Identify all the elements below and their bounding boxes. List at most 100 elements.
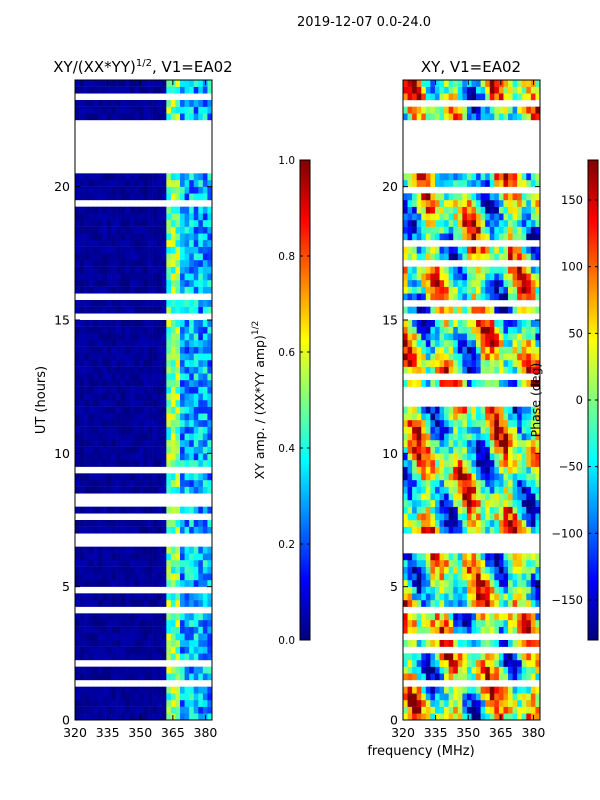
heatmap-cell xyxy=(521,713,527,721)
heatmap-cell xyxy=(466,333,472,341)
heatmap-cell xyxy=(407,706,413,714)
heatmap-cell xyxy=(202,266,208,274)
heatmap-cell xyxy=(457,566,463,574)
heatmap-cell xyxy=(403,486,408,494)
heatmap-cell xyxy=(111,406,117,414)
heatmap-cell xyxy=(84,706,89,714)
heatmap-cell xyxy=(106,360,112,367)
heatmap-cell xyxy=(75,426,80,434)
heatmap-cell xyxy=(430,706,436,714)
heatmap-cell xyxy=(471,460,477,467)
heatmap-cell xyxy=(93,646,99,654)
heatmap-cell xyxy=(198,633,204,641)
heatmap-cell xyxy=(161,273,167,281)
heatmap-cell xyxy=(125,686,131,694)
heatmap-cell xyxy=(412,413,417,421)
heatmap-cell xyxy=(434,506,440,514)
heatmap-cell xyxy=(503,266,509,274)
heatmap-cell xyxy=(416,286,422,294)
heatmap-cell xyxy=(75,220,80,227)
heatmap-cell xyxy=(129,393,135,401)
heatmap-cell xyxy=(480,500,486,507)
heatmap-cell xyxy=(138,226,144,234)
heatmap-cell xyxy=(143,346,149,354)
heatmap-cell xyxy=(471,426,477,434)
heatmap-cell xyxy=(175,306,181,314)
heatmap-cell xyxy=(434,340,440,347)
heatmap-cell xyxy=(453,626,459,634)
heatmap-cell xyxy=(129,260,135,267)
heatmap-cell xyxy=(134,600,140,607)
heatmap-cell xyxy=(184,673,190,681)
heatmap-cell xyxy=(157,653,163,661)
heatmap-cell xyxy=(412,613,417,621)
heatmap-cell xyxy=(498,666,504,674)
heatmap-cell xyxy=(129,333,135,341)
heatmap-cell xyxy=(157,673,163,681)
heatmap-cell xyxy=(462,226,468,234)
heatmap-cell xyxy=(125,473,131,481)
heatmap-cell xyxy=(407,106,413,114)
heatmap-cell xyxy=(434,273,440,281)
heatmap-cell xyxy=(489,286,495,294)
heatmap-cell xyxy=(166,400,172,407)
heatmap-cell xyxy=(494,226,500,234)
x-tick-label: 350 xyxy=(456,725,480,740)
heatmap-cell xyxy=(521,686,527,694)
heatmap-cell xyxy=(138,506,144,514)
heatmap-cell xyxy=(102,393,108,401)
heatmap-cell xyxy=(88,280,94,287)
heatmap-cell xyxy=(480,493,486,501)
heatmap-cell xyxy=(457,86,463,94)
heatmap-cell xyxy=(198,193,204,201)
heatmap-cell xyxy=(494,440,500,447)
heatmap-cell xyxy=(485,573,491,581)
heatmap-cell xyxy=(530,206,536,214)
heatmap-cell xyxy=(503,200,509,207)
heatmap-cell xyxy=(407,713,413,721)
heatmap-cell xyxy=(198,406,204,414)
heatmap-cell xyxy=(430,466,436,474)
heatmap-cell xyxy=(430,520,436,527)
heatmap-cell xyxy=(434,526,440,534)
heatmap-cell xyxy=(134,233,140,241)
heatmap-cell xyxy=(439,513,445,521)
heatmap-cell xyxy=(444,406,449,414)
heatmap-cell xyxy=(180,653,185,661)
heatmap-cell xyxy=(466,266,472,274)
phase-colorbar-tick-label: 50 xyxy=(568,326,583,340)
heatmap-cell xyxy=(207,253,213,261)
heatmap-cell xyxy=(102,580,108,587)
heatmap-cell xyxy=(512,333,518,341)
heatmap-cell xyxy=(102,460,108,467)
heatmap-cell xyxy=(106,173,112,181)
heatmap-cell xyxy=(193,253,199,261)
heatmap-cell xyxy=(180,206,185,214)
heatmap-cell xyxy=(444,333,449,341)
heatmap-cell xyxy=(508,573,513,581)
heatmap-cell xyxy=(476,693,481,701)
heatmap-cell xyxy=(485,513,491,521)
heatmap-cell xyxy=(512,706,518,714)
heatmap-cell xyxy=(508,500,513,507)
heatmap-cell xyxy=(88,220,94,227)
heatmap-cell xyxy=(530,686,536,694)
heatmap-cell xyxy=(202,520,208,527)
heatmap-cell xyxy=(84,220,89,227)
heatmap-cell xyxy=(530,433,536,441)
heatmap-cell xyxy=(84,86,89,94)
heatmap-cell xyxy=(184,620,190,627)
heatmap-cell xyxy=(148,473,153,481)
heatmap-cell xyxy=(521,206,527,214)
heatmap-cell xyxy=(198,386,204,394)
heatmap-cell xyxy=(184,426,190,434)
heatmap-cell xyxy=(193,113,199,121)
heatmap-cell xyxy=(170,446,176,454)
heatmap-cell xyxy=(120,486,126,494)
heatmap-cell xyxy=(170,186,176,194)
heatmap-cell xyxy=(471,380,477,387)
heatmap-cell xyxy=(480,253,486,261)
heatmap-cell xyxy=(193,473,199,481)
heatmap-cell xyxy=(521,466,527,474)
heatmap-cell xyxy=(434,306,440,314)
